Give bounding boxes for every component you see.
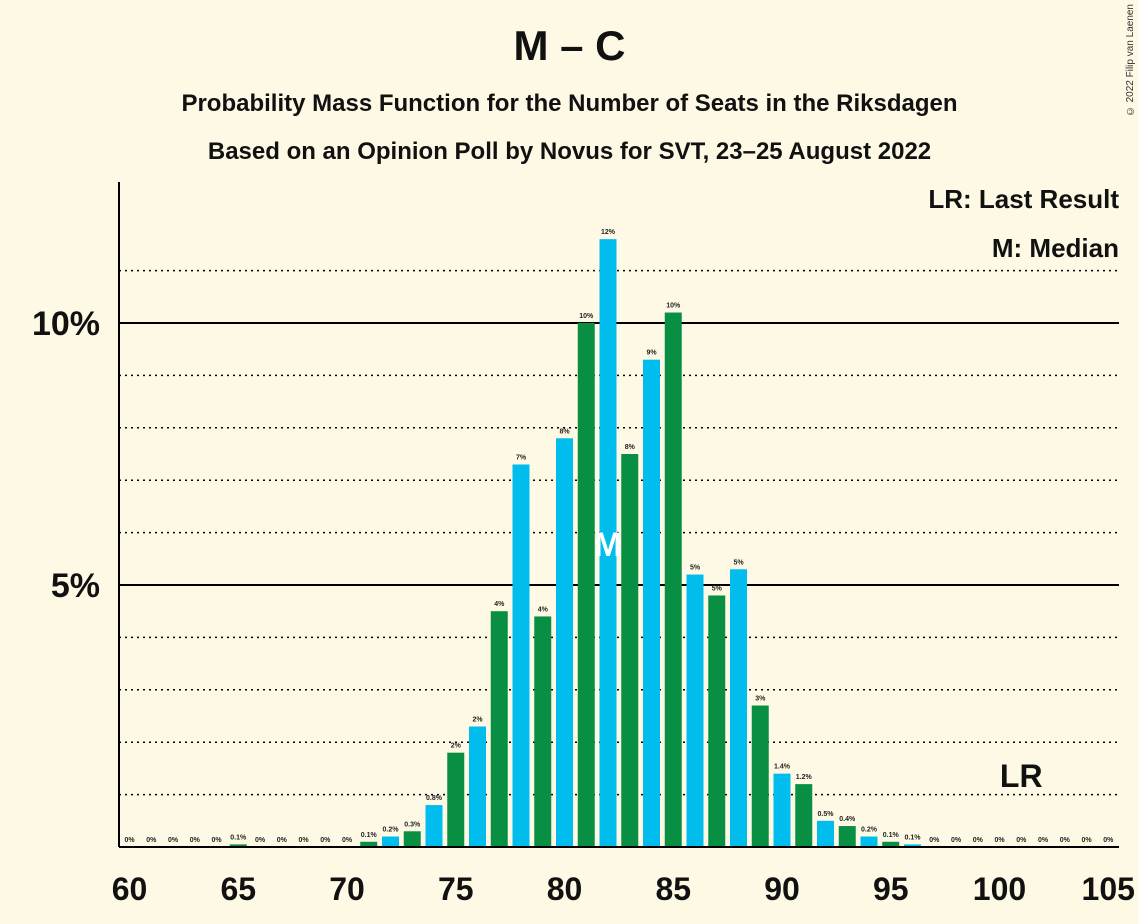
last-result-marker: LR bbox=[1000, 758, 1043, 794]
data-label-seat-62: 0% bbox=[168, 837, 179, 844]
data-label-seat-94: 0.2% bbox=[861, 827, 878, 834]
bar-seat-80 bbox=[556, 438, 573, 847]
data-label-seat-63: 0% bbox=[190, 837, 201, 844]
x-tick-label: 105 bbox=[1082, 871, 1135, 907]
bar-seat-81 bbox=[577, 323, 595, 847]
bar-seat-75 bbox=[447, 752, 465, 847]
data-label-seat-89: 3% bbox=[755, 696, 766, 703]
data-label-seat-81: 10% bbox=[579, 313, 594, 320]
bar-seat-91 bbox=[795, 784, 813, 847]
data-label-seat-64: 0% bbox=[211, 837, 222, 844]
bar-seat-79 bbox=[534, 616, 552, 847]
median-marker: M bbox=[594, 526, 622, 564]
bar-seat-93 bbox=[838, 826, 856, 847]
data-label-seat-88: 5% bbox=[733, 559, 744, 566]
data-label-seat-70: 0% bbox=[342, 837, 353, 844]
x-tick-label: 100 bbox=[973, 871, 1026, 907]
data-label-seat-102: 0% bbox=[1038, 837, 1049, 844]
bar-seat-94 bbox=[860, 836, 878, 847]
data-label-seat-71: 0.1% bbox=[361, 832, 378, 839]
bar-seat-78 bbox=[512, 464, 530, 847]
data-label-seat-97: 0% bbox=[929, 837, 940, 844]
bar-seat-73 bbox=[403, 831, 421, 847]
data-label-seat-68: 0% bbox=[298, 837, 309, 844]
bar-seat-95 bbox=[882, 841, 900, 847]
data-label-seat-80: 8% bbox=[559, 428, 570, 435]
bar-seat-83 bbox=[621, 454, 639, 847]
data-label-seat-84: 9% bbox=[646, 350, 657, 357]
bar-seat-96 bbox=[904, 844, 921, 847]
data-label-seat-66: 0% bbox=[255, 837, 266, 844]
data-label-seat-95: 0.1% bbox=[883, 832, 900, 839]
data-label-seat-78: 7% bbox=[516, 454, 527, 461]
legend-last-result: LR: Last Result bbox=[928, 184, 1119, 214]
bar-seat-71 bbox=[360, 841, 378, 847]
bar-seat-74 bbox=[425, 805, 443, 847]
chart-subtitle-1: Probability Mass Function for the Number… bbox=[181, 90, 958, 117]
data-label-seat-74: 0.8% bbox=[426, 795, 443, 802]
data-label-seat-90: 1.4% bbox=[774, 764, 791, 771]
data-label-seat-79: 4% bbox=[538, 606, 549, 613]
data-label-seat-61: 0% bbox=[146, 837, 157, 844]
x-tick-label: 65 bbox=[220, 871, 256, 907]
x-tick-label: 95 bbox=[873, 871, 909, 907]
bar-seat-77 bbox=[490, 611, 508, 847]
legend-median: M: Median bbox=[991, 233, 1119, 263]
x-tick-label: 90 bbox=[764, 871, 800, 907]
x-tick-label: 80 bbox=[547, 871, 583, 907]
bar-seat-89 bbox=[751, 705, 769, 847]
bar-seat-87 bbox=[708, 595, 726, 847]
data-label-seat-76: 2% bbox=[472, 716, 483, 723]
data-label-seat-93: 0.4% bbox=[839, 816, 856, 823]
data-label-seat-82: 12% bbox=[601, 229, 616, 236]
data-label-seat-103: 0% bbox=[1060, 837, 1071, 844]
data-label-seat-98: 0% bbox=[951, 837, 962, 844]
data-label-seat-75: 2% bbox=[451, 743, 462, 750]
data-label-seat-100: 0% bbox=[994, 837, 1005, 844]
data-label-seat-104: 0% bbox=[1081, 837, 1092, 844]
data-label-seat-87: 5% bbox=[712, 585, 723, 592]
data-label-seat-69: 0% bbox=[320, 837, 331, 844]
bar-seat-72 bbox=[382, 836, 399, 847]
data-label-seat-77: 4% bbox=[494, 601, 505, 608]
data-label-seat-96: 0.1% bbox=[905, 834, 922, 841]
data-label-seat-73: 0.3% bbox=[404, 821, 421, 828]
chart-title: M – C bbox=[513, 22, 626, 69]
data-label-seat-92: 0.5% bbox=[818, 811, 835, 818]
bar-seat-65 bbox=[229, 844, 247, 847]
bar-seat-86 bbox=[686, 574, 704, 847]
data-label-seat-65: 0.1% bbox=[230, 834, 247, 841]
x-tick-label: 70 bbox=[329, 871, 365, 907]
x-tick-label: 85 bbox=[655, 871, 691, 907]
data-label-seat-86: 5% bbox=[690, 565, 701, 572]
data-label-seat-67: 0% bbox=[277, 837, 288, 844]
y-tick-label: 5% bbox=[51, 567, 100, 605]
y-tick-label: 10% bbox=[32, 305, 100, 343]
bar-seat-85 bbox=[664, 312, 682, 847]
data-label-seat-91: 1.2% bbox=[796, 774, 813, 781]
data-label-seat-85: 10% bbox=[666, 303, 681, 310]
chart-subtitle-2: Based on an Opinion Poll by Novus for SV… bbox=[207, 138, 932, 165]
bar-seat-88 bbox=[730, 569, 747, 847]
data-label-seat-83: 8% bbox=[625, 444, 636, 451]
bar-seat-76 bbox=[469, 726, 486, 847]
x-tick-label: 75 bbox=[438, 871, 474, 907]
data-label-seat-60: 0% bbox=[124, 837, 135, 844]
data-label-seat-99: 0% bbox=[973, 837, 984, 844]
x-tick-label: 60 bbox=[112, 871, 148, 907]
data-label-seat-105: 0% bbox=[1103, 837, 1114, 844]
bar-seat-90 bbox=[773, 773, 791, 847]
bar-seat-82 bbox=[599, 239, 617, 847]
bar-seat-84 bbox=[643, 359, 660, 847]
data-label-seat-72: 0.2% bbox=[383, 827, 400, 834]
bar-seat-92 bbox=[817, 820, 834, 847]
data-label-seat-101: 0% bbox=[1016, 837, 1027, 844]
